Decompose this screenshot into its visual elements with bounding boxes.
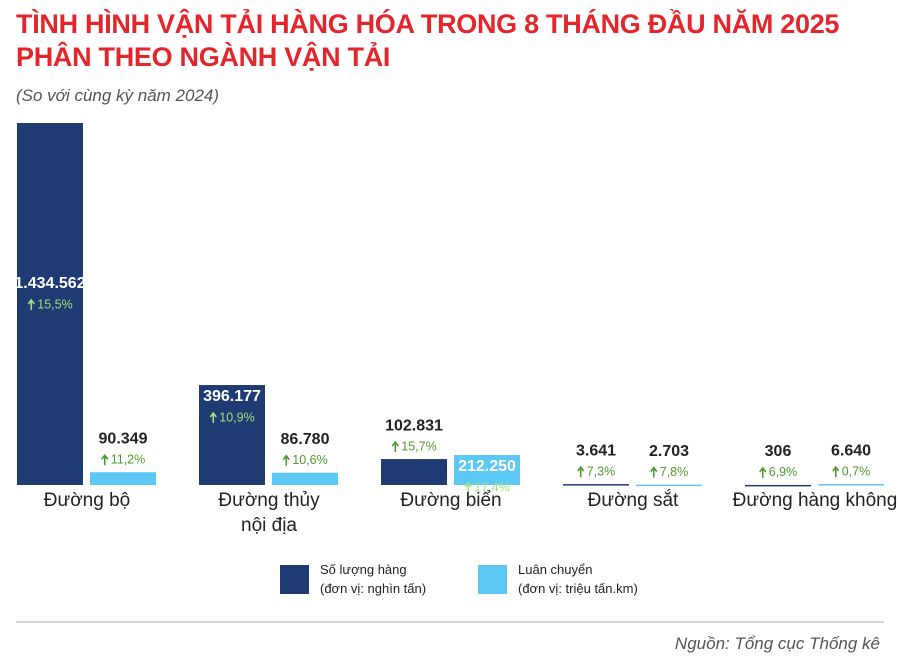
value-label: 396.177: [203, 388, 261, 405]
growth-label: 0,7%: [842, 464, 871, 478]
value-label: 306: [765, 443, 792, 460]
growth-label: 11,2%: [111, 453, 146, 467]
source-note: Nguồn: Tổng cục Thống kê: [674, 634, 880, 653]
growth-label: 6,9%: [769, 465, 798, 479]
value-label: 2.703: [649, 443, 689, 460]
category-label: Đường hàng không: [732, 490, 898, 511]
value-label: 1.434.562: [14, 275, 85, 292]
bar: [90, 472, 156, 485]
legend-unit: (đơn vị: nghìn tấn): [320, 581, 427, 596]
value-label: 3.641: [576, 442, 616, 459]
growth-label: 17,4%: [474, 480, 509, 494]
legend-swatch: [478, 565, 507, 594]
growth-arrow: [577, 465, 585, 478]
growth-arrow: [759, 466, 767, 478]
bar: [17, 123, 83, 485]
growth-arrow: [282, 454, 290, 466]
bar: [563, 484, 629, 486]
growth-arrow: [27, 298, 35, 310]
growth-arrow: [464, 481, 472, 493]
bar: [199, 385, 265, 485]
value-label: 102.831: [385, 417, 443, 434]
legend-unit: (đơn vị: triệu tấn.km): [518, 581, 638, 596]
category-label: Đường sắt: [587, 490, 679, 511]
legend-label: Số lượng hàng: [320, 562, 407, 577]
bar: [454, 455, 520, 485]
legend-label: Luân chuyển: [518, 562, 593, 577]
growth-arrow: [832, 465, 840, 478]
growth-label: 15,7%: [401, 439, 436, 453]
growth-arrow: [101, 453, 109, 466]
value-label: 86.780: [281, 431, 330, 448]
bar: [745, 484, 811, 487]
category-label: Đường bộ: [43, 490, 131, 511]
bar: [818, 484, 884, 486]
legend-swatch: [280, 565, 309, 594]
growth-label: 10,9%: [219, 410, 254, 424]
chart-title: TÌNH HÌNH VẬN TẢI HÀNG HÓA TRONG 8 THÁNG…: [16, 9, 840, 72]
bar: [272, 472, 338, 485]
growth-label: 10,6%: [292, 453, 327, 467]
chart-subtitle: (So với cùng kỳ năm 2024): [16, 86, 220, 105]
bar: [381, 459, 447, 485]
value-label: 90.349: [99, 430, 148, 447]
growth-label: 7,3%: [587, 464, 616, 478]
category-label: Đường thủy nội địa: [218, 490, 320, 536]
growth-arrow: [391, 440, 399, 453]
value-label: 6.640: [831, 442, 871, 459]
growth-arrow: [650, 466, 658, 478]
growth-label: 7,8%: [660, 465, 689, 479]
bar: [636, 484, 702, 487]
growth-arrow: [209, 411, 217, 424]
value-label: 212.250: [458, 458, 516, 475]
category-label: Đường biển: [400, 490, 502, 511]
growth-label: 15,5%: [37, 297, 72, 311]
